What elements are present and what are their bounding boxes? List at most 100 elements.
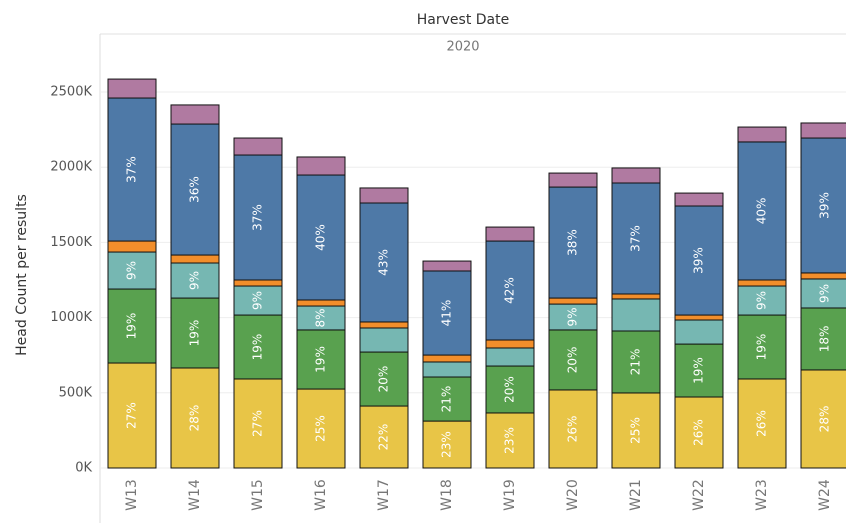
segment-label: 8% [314,308,328,327]
segment-label: 36% [188,176,202,203]
segment-label: 42% [503,277,517,304]
bar-segment [611,298,661,332]
y-axis-title: Head Count per results [14,194,30,356]
segment-label: 19% [692,357,706,384]
segment-label: 22% [377,424,391,451]
bar-segment [737,126,787,143]
bar-segment [674,192,724,207]
bar-segment [107,78,157,99]
segment-label: 39% [692,247,706,274]
y-tick-label: 1000K [50,310,92,325]
bar-segment [737,279,787,287]
segment-label: 26% [566,416,580,443]
bar-segment [737,314,787,380]
bar-segment [485,240,535,341]
bar-segment [170,104,220,125]
segment-label: 41% [440,300,454,327]
x-tick-label: W16 [313,479,329,511]
bar-segment [233,154,283,281]
bar-segment [422,354,472,363]
bar-segment [296,156,346,176]
x-tick-label: W13 [124,479,140,511]
bar-segment [674,343,724,398]
segment-label: 9% [251,291,265,310]
segment-label: 9% [755,291,769,310]
segment-label: 20% [566,347,580,374]
segment-label: 19% [755,334,769,361]
bar-segment [107,97,157,242]
segment-label: 38% [566,229,580,256]
bar-segment [233,314,283,380]
segment-label: 9% [125,261,139,280]
segment-label: 26% [755,410,769,437]
segment-label: 21% [629,349,643,376]
bar-segment [737,141,787,281]
segment-label: 21% [440,386,454,413]
x-tick-label: W20 [565,479,581,511]
bar-segment [170,123,220,256]
bar-segment [800,272,846,280]
segment-label: 23% [503,427,517,454]
bar-segment [485,347,535,367]
bar-segment [170,254,220,264]
bar-segment [674,319,724,345]
bar-segment [548,297,598,305]
segment-label: 20% [377,366,391,393]
y-tick-label: 2500K [50,85,92,100]
segment-label: 27% [251,410,265,437]
bar-segment [233,279,283,287]
bar-segment [359,405,409,469]
bar-segment [296,174,346,301]
bar-segment [485,412,535,469]
bar-segment [233,285,283,316]
bar-segment [296,388,346,469]
bar-segment [107,240,157,253]
segment-label: 19% [188,320,202,347]
bar-segment [674,314,724,321]
header: Harvest Date [417,12,509,28]
bar-segment [485,339,535,349]
bar-segment [485,365,535,414]
segment-label: 18% [818,326,832,353]
x-tick-label: W15 [250,479,266,511]
bar-segment [107,251,157,290]
x-tick-label: W18 [439,479,455,511]
y-tick-label: 500K [59,385,93,400]
segment-label: 9% [566,307,580,326]
bar-segment [107,362,157,469]
bar-segment [548,172,598,188]
bar-segment [548,389,598,469]
bar-segment [296,299,346,307]
segment-label: 19% [314,346,328,373]
bar-segment [548,186,598,299]
segment-label: 25% [314,415,328,442]
segment-label: 20% [503,376,517,403]
bar-segment [359,187,409,204]
segment-label: 37% [125,156,139,183]
segment-label: 19% [251,334,265,361]
bar-segment [485,226,535,242]
segment-label: 25% [629,417,643,444]
segment-label: 26% [692,419,706,446]
bar-segment [233,378,283,469]
bar-segment [674,396,724,469]
segment-label: 39% [818,192,832,219]
segment-label: 37% [251,204,265,231]
segment-label: 28% [818,406,832,433]
bar-segment [170,367,220,469]
bar-segment [359,202,409,323]
x-tick-label: W17 [376,479,392,511]
segment-label: 9% [818,284,832,303]
x-tick-label: W24 [817,479,833,511]
bar-segment [548,303,598,331]
segment-label: 40% [755,198,769,225]
y-tick-label: 0K [75,461,92,476]
segment-label: 19% [125,313,139,340]
bar-segment [422,361,472,378]
bar-segment [422,270,472,356]
bar-segment [359,321,409,329]
bar-segment [233,137,283,156]
bar-segment [422,260,472,272]
bar-segment [422,420,472,469]
